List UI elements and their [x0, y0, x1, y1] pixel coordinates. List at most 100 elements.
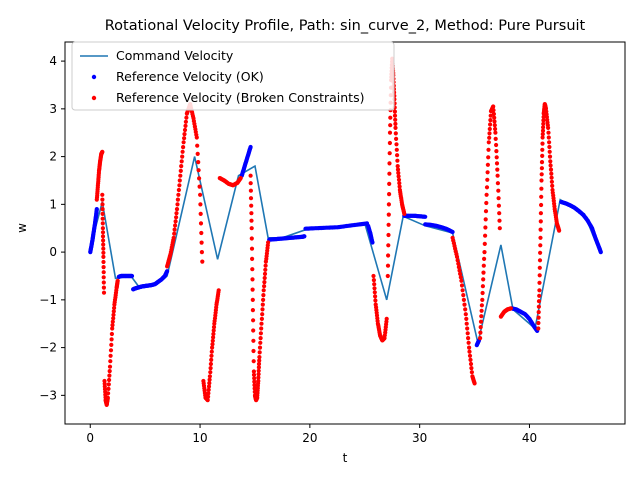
axes: 0 10 20 30 40 −3 −2 −1 0 1 2 3 4: [39, 41, 626, 445]
reference-broken-point: [466, 336, 471, 341]
reference-broken-point: [259, 326, 264, 331]
legend-box: [71, 41, 395, 111]
reference-broken-point: [252, 376, 257, 381]
reference-broken-point: [100, 192, 105, 197]
reference-broken-point: [211, 335, 216, 340]
reference-broken-point: [487, 126, 492, 132]
reference-broken-point: [462, 302, 467, 307]
reference-broken-point: [387, 192, 392, 197]
reference-broken-point: [251, 372, 257, 377]
reference-broken-point: [210, 342, 215, 347]
reference-broken-point: [199, 250, 204, 255]
reference-broken-point: [495, 173, 500, 178]
reference-broken-point: [539, 186, 544, 191]
reference-broken-point: [538, 211, 544, 216]
reference-broken-point: [547, 154, 553, 159]
reference-broken-point: [547, 144, 552, 150]
reference-broken-point: [100, 216, 105, 221]
y-tick-label: 0: [49, 245, 57, 259]
reference-broken-point: [536, 304, 542, 309]
reference-broken-point: [251, 318, 256, 323]
reference-broken-point: [181, 145, 186, 150]
reference-broken-point: [262, 280, 267, 285]
reference-broken-point: [259, 321, 264, 326]
reference-broken-point: [210, 338, 215, 343]
reference-broken-point: [492, 115, 497, 120]
reference-broken-point: [458, 271, 463, 276]
reference-broken-point: [250, 256, 255, 261]
reference-broken-point: [101, 254, 106, 259]
reference-broken-point: [550, 183, 555, 188]
reference-broken-point: [388, 115, 393, 120]
y-axis-label: w: [15, 223, 29, 233]
reference-broken-point: [182, 132, 187, 137]
reference-broken-point: [482, 250, 487, 255]
reference-broken-point: [456, 265, 461, 270]
reference-ok-point: [165, 269, 170, 274]
reference-broken-point: [256, 375, 261, 380]
plot-area: [88, 56, 603, 407]
reference-broken-point: [484, 192, 489, 197]
reference-broken-point: [479, 308, 484, 313]
reference-broken-point: [496, 196, 501, 201]
reference-broken-point: [248, 173, 253, 178]
reference-broken-point: [199, 240, 204, 245]
reference-broken-point: [549, 171, 554, 176]
reference-broken-point: [251, 338, 256, 343]
reference-broken-point: [464, 316, 469, 321]
reference-broken-point: [195, 151, 200, 156]
reference-broken-point: [459, 283, 465, 288]
reference-broken-point: [259, 316, 264, 321]
reference-broken-point: [248, 196, 254, 201]
reference-broken-point: [251, 369, 256, 374]
reference-broken-point: [455, 258, 460, 263]
reference-broken-point: [547, 140, 552, 145]
legend: Command Velocity Reference Velocity (OK)…: [71, 41, 395, 111]
reference-broken-point: [100, 197, 105, 202]
reference-broken-point: [107, 369, 112, 374]
reference-broken-point: [260, 312, 265, 317]
reference-broken-point: [249, 236, 254, 241]
reference-broken-point: [249, 211, 254, 216]
reference-broken-point: [536, 326, 541, 331]
reference-broken-point: [175, 202, 180, 207]
reference-broken-point: [536, 320, 541, 326]
reference-broken-point: [483, 233, 488, 238]
reference-broken-point: [108, 348, 114, 353]
reference-broken-point: [173, 219, 178, 224]
reference-broken-point: [109, 331, 114, 337]
reference-broken-point: [205, 398, 210, 403]
reference-broken-point: [266, 240, 271, 245]
reference-broken-point: [396, 174, 401, 179]
reference-broken-point: [252, 379, 257, 384]
x-tick-label: 30: [412, 431, 427, 445]
reference-broken-point: [207, 377, 212, 382]
reference-broken-point: [541, 125, 546, 130]
reference-broken-point: [536, 310, 541, 315]
reference-broken-point: [183, 119, 188, 124]
reference-broken-point: [538, 235, 543, 240]
reference-broken-point: [540, 147, 545, 152]
reference-broken-point: [386, 212, 391, 217]
reference-broken-point: [206, 391, 211, 396]
reference-broken-point: [250, 308, 255, 313]
reference-broken-point: [107, 373, 112, 378]
reference-broken-point: [100, 149, 105, 154]
reference-broken-point: [461, 293, 466, 298]
reference-broken-point: [198, 202, 203, 207]
y-tick-label: −2: [39, 341, 57, 355]
reference-broken-point: [100, 202, 105, 207]
reference-broken-point: [538, 227, 543, 232]
reference-broken-point: [484, 185, 490, 190]
reference-broken-point: [497, 211, 502, 216]
reference-broken-point: [547, 149, 552, 154]
reference-broken-point: [256, 372, 261, 377]
reference-broken-point: [260, 307, 265, 312]
reference-broken-point: [465, 331, 470, 336]
reference-broken-point: [207, 374, 212, 379]
reference-broken-point: [384, 316, 389, 321]
reference-broken-point: [497, 218, 502, 223]
reference-broken-point: [373, 298, 378, 303]
reference-broken-point: [173, 223, 178, 228]
reference-broken-point: [181, 140, 186, 145]
